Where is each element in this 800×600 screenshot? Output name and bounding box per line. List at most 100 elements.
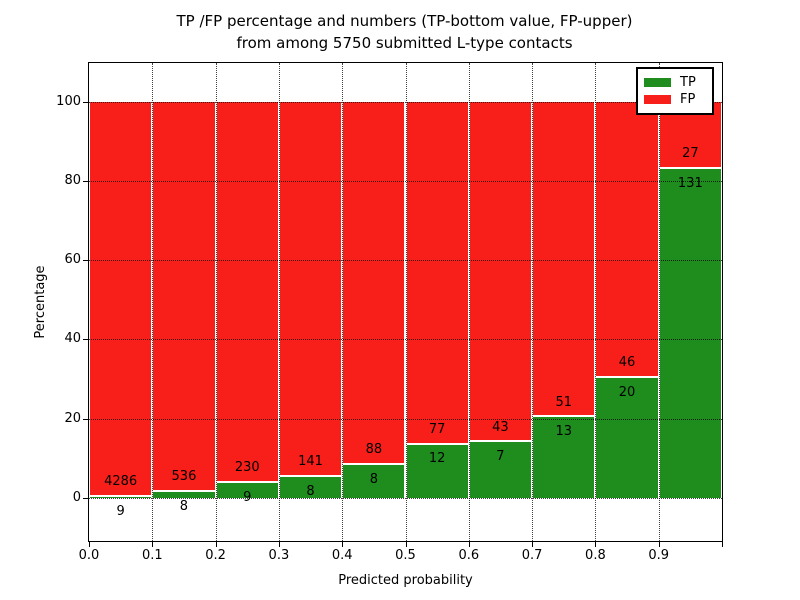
y-axis-tick [83,339,89,341]
bar-segment-tp [216,483,278,498]
x-axis-tick [152,541,154,547]
y-tick-label: 40 [64,331,81,347]
bar-segment-fp [533,101,595,418]
bar-count-label-tp: 8 [369,471,378,487]
y-tick-label: 20 [64,410,81,426]
v-gridline [278,63,280,541]
y-axis-tick [83,101,89,103]
v-gridline [658,63,660,541]
x-axis-tick [468,541,470,547]
v-gridline [532,63,534,541]
chart-title-line1: TP /FP percentage and numbers (TP-bottom… [176,12,633,30]
bar-segment-tp [153,492,215,498]
v-gridline [468,63,470,541]
bar-segment-fp [343,101,405,465]
bar-count-label-fp: 536 [171,469,197,485]
x-axis-tick [89,541,90,547]
x-tick-label: 0.0 [78,548,100,563]
x-axis-tick [342,541,344,547]
v-gridline [152,63,154,541]
v-gridline [405,63,407,541]
bar-segment-fp [153,101,215,493]
bar-count-label-fp: 51 [555,394,573,410]
stacked-bar [215,101,279,498]
bar-count-label-tp: 8 [306,483,315,499]
stacked-bar [468,101,533,498]
bar-segment-tp [406,444,468,498]
x-axis-label: Predicted probability [338,573,473,588]
x-axis-tick [595,541,597,547]
bar-segment-fp [279,101,342,477]
x-tick-label: 0.8 [585,548,606,563]
bar-segment-fp [406,101,468,445]
legend: TP FP [636,67,714,115]
bar-segment-tp [343,464,405,498]
bar-count-label-fp: 27 [682,146,699,162]
bar-count-label-fp: 88 [365,442,383,458]
x-tick-label: 0.7 [521,548,543,563]
x-axis-tick [405,541,407,547]
stacked-bar [595,101,659,498]
x-axis-tick [278,541,280,547]
x-tick-label: 0.4 [331,548,353,563]
bar-segment-fp [469,101,532,443]
bar-count-label-tp: 9 [243,489,252,505]
bar-count-label-tp: 20 [618,384,636,400]
x-tick-label: 0.5 [395,548,416,563]
y-tick-label: 80 [64,172,81,188]
x-tick-label: 0.9 [648,548,670,563]
y-axis-label: Percentage [33,265,48,339]
bar-count-label-fp: 4286 [104,474,138,490]
v-gridline [342,63,344,541]
y-axis-tick [83,260,89,262]
bar-count-label-fp: 77 [428,421,446,437]
y-tick-label: 100 [56,93,81,109]
bar-count-label-fp: 46 [618,354,636,370]
v-gridline [595,63,597,541]
y-tick-label: 60 [64,252,81,268]
chart-title-line2: from among 5750 submitted L-type contact… [236,34,573,52]
x-tick-label: 0.2 [205,548,226,563]
y-axis-tick [83,498,89,499]
bar-count-label-tp: 8 [179,499,189,515]
bar-count-label-fp: 141 [298,453,323,469]
bar-segment-fp [216,101,278,484]
y-axis-tick [83,418,89,420]
y-tick-label: 0 [72,490,81,505]
stacked-bar [405,101,469,498]
bar-count-label-tp: 12 [428,451,446,467]
legend-item: TP [644,74,706,91]
stacked-bar [342,101,406,498]
bar-count-label-fp: 230 [234,460,260,476]
x-axis-tick [215,541,217,547]
legend-label: FP [680,92,696,107]
x-axis-tick [658,541,660,547]
bar-segment-tp [279,476,342,498]
legend-swatch-tp-icon [644,78,671,87]
legend-item: FP [644,91,706,108]
bar-count-label-tp: 13 [555,424,573,440]
chart-title: TP /FP percentage and numbers (TP-bottom… [88,10,721,54]
bar-count-label-tp: 131 [677,176,703,192]
legend-swatch-fp-icon [644,95,671,104]
bar-segment-tp [533,417,595,498]
x-tick-label: 0.3 [268,548,290,563]
stacked-bar [278,101,343,498]
bar-count-label-tp: 9 [116,504,125,520]
bar-segment-tp [596,377,658,498]
v-gridline [215,63,217,541]
bar-segment-tp [469,442,532,498]
y-axis-tick [83,180,89,182]
x-tick-label: 0.1 [141,548,163,563]
bar-count-label-tp: 7 [496,449,505,465]
legend-label: TP [680,75,696,90]
x-tick-label: 0.6 [458,548,480,563]
bar-segment-tp [90,497,152,498]
bar-segment-fp [90,101,152,498]
bar-count-label-fp: 43 [492,419,509,435]
x-axis-tick [722,541,723,547]
x-axis-tick [532,541,534,547]
plot-area: Percentage Predicted probability TP FP 0 2… [33,62,723,588]
stacked-bar [89,101,153,498]
